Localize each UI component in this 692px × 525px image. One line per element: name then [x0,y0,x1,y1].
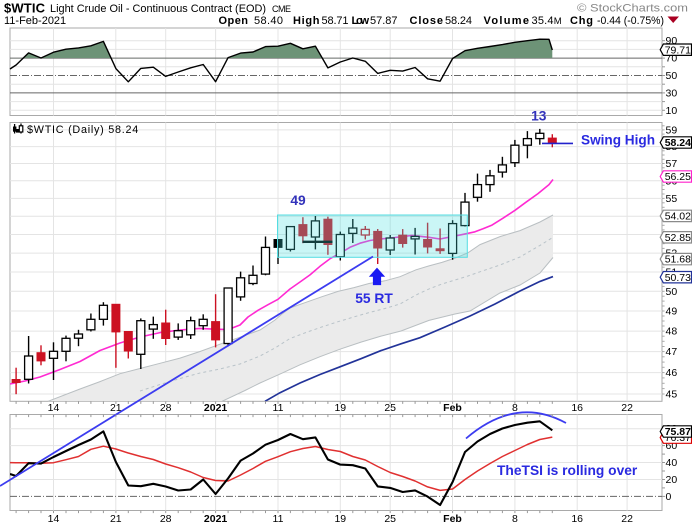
svg-text:14: 14 [48,402,60,414]
svg-text:19: 19 [334,402,346,414]
svg-text:51.68: 51.68 [665,254,691,266]
svg-text:TheTSI is rolling over: TheTSI is rolling over [497,463,638,478]
svg-text:75.87: 75.87 [665,426,691,438]
svg-text:47: 47 [666,346,678,358]
svg-text:56.25: 56.25 [665,171,691,183]
svg-text:8: 8 [512,402,518,414]
svg-text:70: 70 [666,53,678,65]
svg-text:16: 16 [571,513,583,525]
svg-text:22: 22 [621,402,633,414]
svg-text:50: 50 [666,286,678,298]
svg-text:50: 50 [666,70,678,82]
svg-text:22: 22 [621,513,633,525]
svg-text:25: 25 [384,513,396,525]
svg-text:49: 49 [290,193,306,208]
svg-text:0: 0 [666,491,672,503]
svg-text:90: 90 [666,35,678,47]
svg-text:11: 11 [273,402,284,414]
svg-text:45: 45 [666,389,678,401]
svg-text:40: 40 [666,457,678,469]
svg-text:$WTIC: $WTIC [4,1,46,16]
svg-text:21: 21 [110,513,122,525]
svg-text:2021: 2021 [204,402,228,414]
svg-text:60: 60 [666,440,678,452]
svg-text:59: 59 [666,124,678,136]
svg-text:58.24: 58.24 [665,137,691,149]
svg-text:© StockCharts.com: © StockCharts.com [577,3,688,15]
svg-text:48: 48 [666,326,678,338]
svg-text:Swing High: Swing High [581,132,655,147]
svg-text:13: 13 [531,109,547,124]
svg-text:19: 19 [334,513,346,525]
svg-text:10: 10 [666,105,678,117]
svg-text:28: 28 [160,402,172,414]
svg-text:$WTIC (Daily) 58.24: $WTIC (Daily) 58.24 [27,124,139,136]
svg-text:57: 57 [666,158,678,170]
svg-text:8: 8 [512,513,518,525]
svg-text:20: 20 [666,474,678,486]
svg-text:CME: CME [272,4,291,14]
svg-text:Feb: Feb [443,402,462,414]
svg-text:21: 21 [110,402,122,414]
svg-text:28: 28 [160,513,172,525]
svg-text:54.02: 54.02 [665,211,691,223]
svg-text:11: 11 [273,513,284,525]
svg-text:79.71: 79.71 [665,44,691,56]
svg-text:2021: 2021 [204,513,228,525]
svg-text:Feb: Feb [443,513,462,525]
svg-text:55 RT: 55 RT [355,291,393,306]
svg-text:50.73: 50.73 [665,272,691,284]
svg-text:30: 30 [666,87,678,99]
svg-text:46: 46 [666,367,678,379]
svg-text:49: 49 [666,306,678,318]
svg-text:Light Crude Oil - Continuous C: Light Crude Oil - Continuous Contract (E… [50,3,266,15]
svg-text:52.85: 52.85 [665,232,691,244]
svg-text:16: 16 [571,402,583,414]
svg-text:25: 25 [384,402,396,414]
svg-text:55: 55 [666,193,678,205]
svg-text:11-Feb-2021: 11-Feb-2021 [4,15,66,27]
svg-text:14: 14 [48,513,60,525]
